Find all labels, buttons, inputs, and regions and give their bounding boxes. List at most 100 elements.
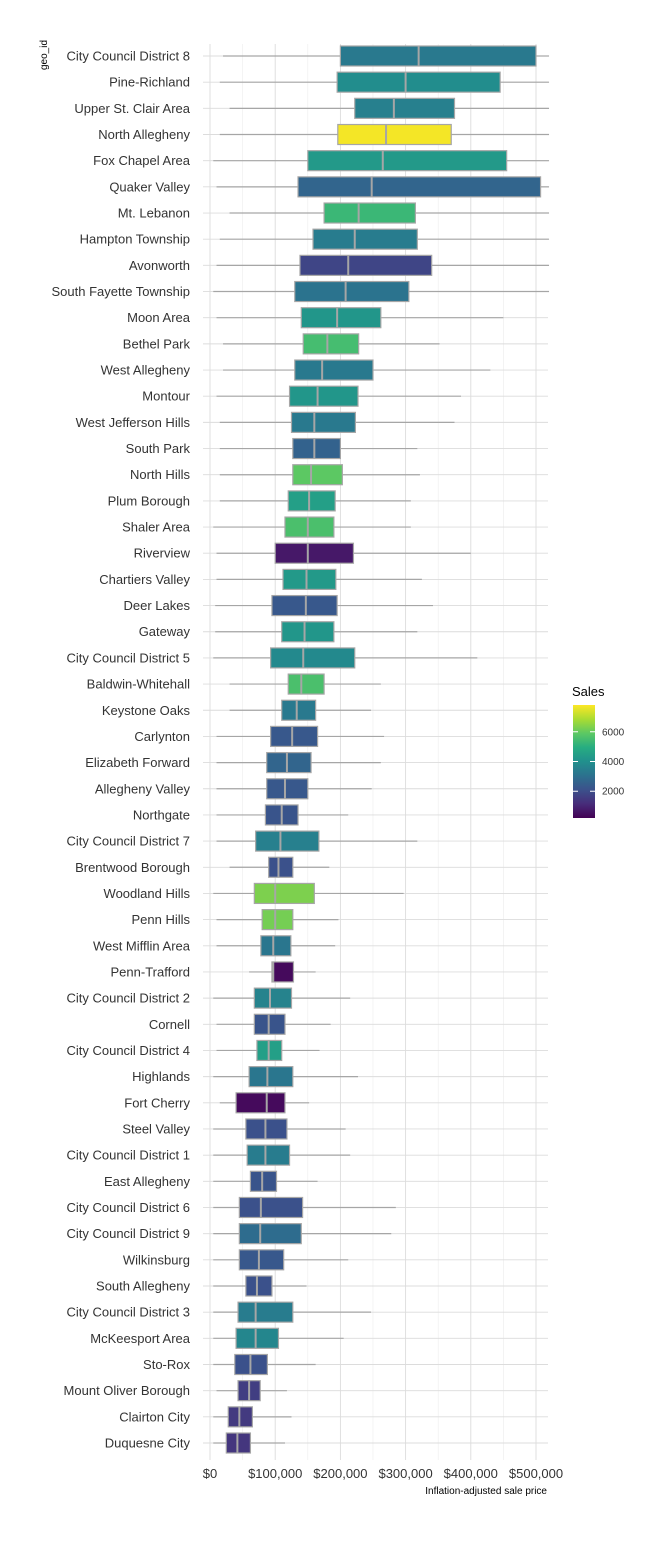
x-tick-labels: $0 $100,000 $200,000 $300,000 $400,000 $500,0… — [203, 1466, 563, 1481]
box-16 — [219, 464, 420, 486]
category-label: Chartiers Valley — [99, 572, 190, 587]
box-11 — [223, 333, 440, 355]
category-label: Duquesne City — [105, 1436, 191, 1451]
box-48 — [213, 1301, 372, 1323]
iqr-box — [288, 385, 359, 407]
iqr-box — [292, 464, 343, 486]
category-label: Cornell — [149, 1017, 190, 1032]
box-0 — [223, 45, 550, 67]
iqr-box — [270, 725, 319, 748]
x-tick-label: $100,000 — [248, 1466, 302, 1481]
category-label: South Park — [126, 441, 191, 456]
category-label: Mt. Lebanon — [118, 206, 190, 221]
box-36 — [213, 987, 351, 1009]
iqr-box — [323, 202, 416, 224]
iqr-box — [271, 594, 338, 617]
box-29 — [216, 804, 349, 826]
box-14 — [219, 411, 455, 433]
iqr-box — [290, 411, 356, 433]
iqr-box — [274, 542, 355, 564]
iqr-box — [287, 673, 325, 695]
box-1 — [219, 71, 550, 93]
category-label: Mount Oliver Borough — [64, 1383, 190, 1398]
iqr-box — [245, 1275, 273, 1297]
category-label: North Hills — [130, 467, 190, 482]
category-label: Sto-Rox — [143, 1357, 190, 1372]
box-52 — [213, 1406, 292, 1428]
category-label: Plum Borough — [108, 493, 190, 508]
category-labels: City Council District 8 Pine-Richland Uppe… — [51, 49, 190, 1451]
box-39 — [213, 1066, 359, 1088]
box-layer — [213, 45, 550, 1454]
box-17 — [219, 490, 411, 512]
category-label: Highlands — [132, 1069, 190, 1084]
category-label: City Council District 1 — [66, 1148, 190, 1163]
category-label: Penn Hills — [131, 912, 190, 927]
iqr-box — [235, 1092, 286, 1114]
box-30 — [216, 830, 418, 852]
iqr-box — [266, 778, 309, 800]
box-20 — [216, 568, 422, 591]
category-label: South Allegheny — [96, 1278, 190, 1293]
iqr-box — [354, 97, 456, 119]
box-7 — [219, 228, 550, 250]
box-53 — [213, 1432, 285, 1454]
x-tick-label: $400,000 — [444, 1466, 498, 1481]
iqr-box — [312, 228, 418, 250]
box-28 — [216, 778, 372, 800]
category-label: Steel Valley — [122, 1121, 190, 1136]
iqr-box — [248, 1066, 294, 1088]
category-label: West Allegheny — [101, 363, 191, 378]
category-label: Clairton City — [119, 1409, 190, 1424]
iqr-box — [260, 935, 292, 957]
x-tick-label: $200,000 — [313, 1466, 367, 1481]
category-label: Hampton Township — [80, 232, 190, 247]
iqr-box — [238, 1223, 302, 1245]
iqr-box — [253, 882, 315, 905]
box-3 — [219, 123, 550, 146]
category-label: Avonworth — [129, 258, 190, 273]
legend-title: Sales — [572, 684, 605, 699]
legend-tick-label: 2000 — [602, 787, 625, 798]
category-label: Riverview — [134, 546, 191, 561]
box-4 — [213, 150, 550, 172]
y-axis-title: geo_id — [39, 40, 50, 70]
category-label: City Council District 2 — [66, 991, 190, 1006]
box-41 — [213, 1118, 346, 1140]
x-tick-label: $500,000 — [509, 1466, 563, 1481]
iqr-box — [238, 1249, 285, 1271]
box-40 — [219, 1092, 310, 1114]
legend-tick-label: 4000 — [602, 757, 625, 768]
box-37 — [216, 1013, 331, 1035]
box-32 — [213, 882, 404, 905]
category-label: Upper St. Clair Area — [74, 101, 190, 116]
box-13 — [216, 385, 462, 407]
category-label: West Mifflin Area — [93, 938, 191, 953]
category-label: Montour — [142, 389, 190, 404]
iqr-box — [300, 307, 382, 329]
box-21 — [215, 594, 433, 617]
box-27 — [216, 751, 381, 774]
box-9 — [213, 280, 550, 303]
category-label: Wilkinsburg — [123, 1252, 190, 1267]
box-46 — [213, 1249, 349, 1271]
iqr-box — [299, 254, 433, 276]
legend-colorbar — [573, 705, 595, 818]
box-8 — [216, 254, 550, 276]
iqr-box — [284, 516, 335, 538]
category-label: Fort Cherry — [124, 1095, 190, 1110]
category-label: South Fayette Township — [51, 284, 190, 299]
category-label: McKeesport Area — [90, 1331, 190, 1346]
category-label: Northgate — [133, 807, 190, 822]
iqr-box — [281, 699, 317, 721]
iqr-box — [253, 987, 293, 1009]
iqr-box — [281, 621, 335, 643]
box-5 — [216, 176, 550, 198]
iqr-box — [266, 751, 312, 774]
box-45 — [213, 1223, 392, 1245]
category-label: Carlynton — [134, 729, 190, 744]
iqr-box — [249, 1170, 278, 1192]
category-label: Brentwood Borough — [75, 860, 190, 875]
